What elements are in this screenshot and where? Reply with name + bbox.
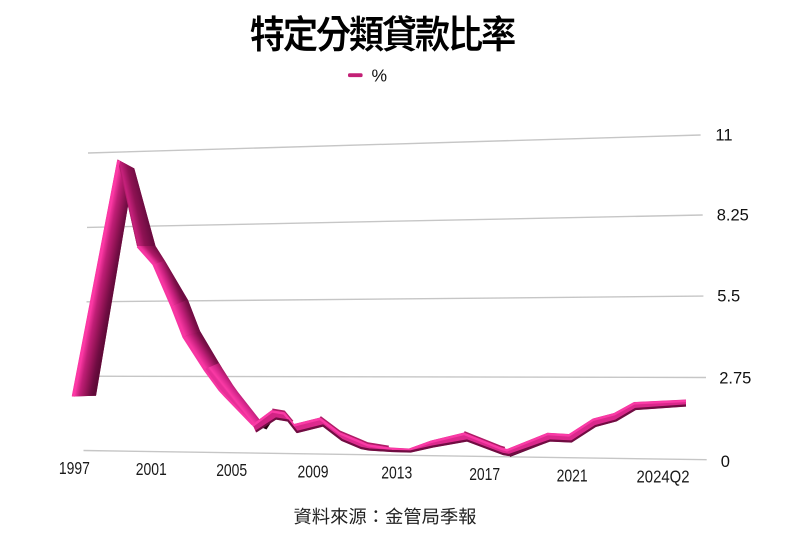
svg-text:0: 0	[721, 453, 730, 471]
svg-text:2.75: 2.75	[719, 370, 751, 388]
svg-text:2005: 2005	[216, 460, 247, 480]
svg-text:2024Q2: 2024Q2	[637, 467, 690, 487]
svg-text:2013: 2013	[381, 463, 412, 483]
svg-text:2021: 2021	[557, 465, 588, 485]
svg-text:5.5: 5.5	[717, 287, 740, 305]
svg-text:2017: 2017	[469, 464, 500, 484]
svg-text:2001: 2001	[136, 459, 167, 479]
svg-text:8.25: 8.25	[717, 206, 749, 224]
svg-text:%: %	[372, 66, 388, 86]
svg-text:1997: 1997	[59, 458, 90, 478]
svg-text:2009: 2009	[298, 461, 329, 481]
svg-text:11: 11	[715, 127, 732, 145]
